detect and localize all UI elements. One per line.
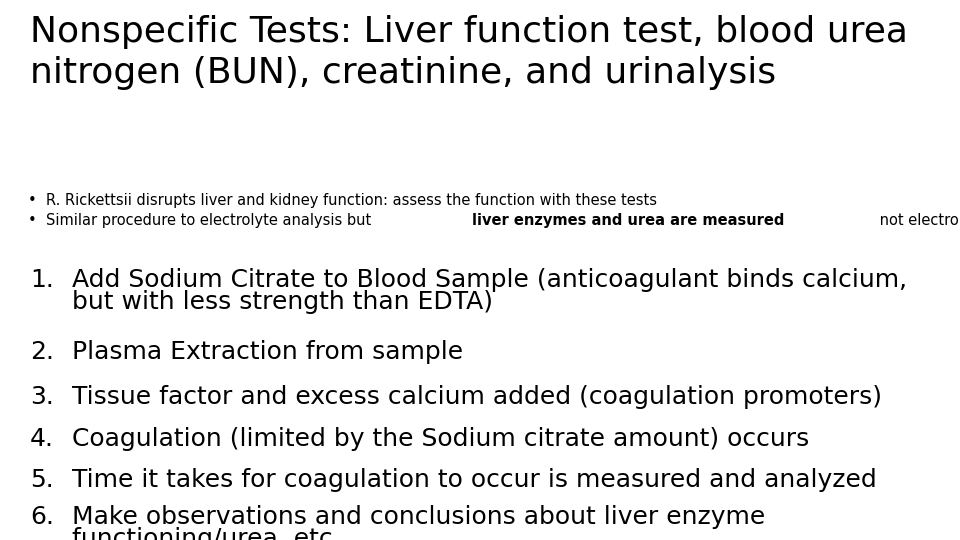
Text: •: • — [28, 193, 36, 208]
Text: 1.: 1. — [30, 268, 54, 292]
Text: 5.: 5. — [30, 468, 54, 492]
Text: but with less strength than EDTA): but with less strength than EDTA) — [72, 290, 493, 314]
Text: 2.: 2. — [30, 340, 54, 364]
Text: Plasma Extraction from sample: Plasma Extraction from sample — [72, 340, 463, 364]
Text: not electrolytes: not electrolytes — [875, 213, 960, 228]
Text: Similar procedure to electrolyte analysis but: Similar procedure to electrolyte analysi… — [46, 213, 376, 228]
Text: R. Rickettsii disrupts liver and kidney function: assess the function with these: R. Rickettsii disrupts liver and kidney … — [46, 193, 657, 208]
Text: 3.: 3. — [30, 385, 54, 409]
Text: liver enzymes and urea are measured: liver enzymes and urea are measured — [471, 213, 784, 228]
Text: Add Sodium Citrate to Blood Sample (anticoagulant binds calcium,: Add Sodium Citrate to Blood Sample (anti… — [72, 268, 907, 292]
Text: •: • — [28, 213, 36, 228]
Text: Make observations and conclusions about liver enzyme: Make observations and conclusions about … — [72, 505, 765, 529]
Text: Coagulation (limited by the Sodium citrate amount) occurs: Coagulation (limited by the Sodium citra… — [72, 427, 809, 451]
Text: Time it takes for coagulation to occur is measured and analyzed: Time it takes for coagulation to occur i… — [72, 468, 876, 492]
Text: functioning/urea, etc.: functioning/urea, etc. — [72, 527, 341, 540]
Text: 6.: 6. — [30, 505, 54, 529]
Text: Nonspecific Tests: Liver function test, blood urea
nitrogen (BUN), creatinine, a: Nonspecific Tests: Liver function test, … — [30, 15, 908, 90]
Text: 4.: 4. — [30, 427, 54, 451]
Text: Tissue factor and excess calcium added (coagulation promoters): Tissue factor and excess calcium added (… — [72, 385, 882, 409]
